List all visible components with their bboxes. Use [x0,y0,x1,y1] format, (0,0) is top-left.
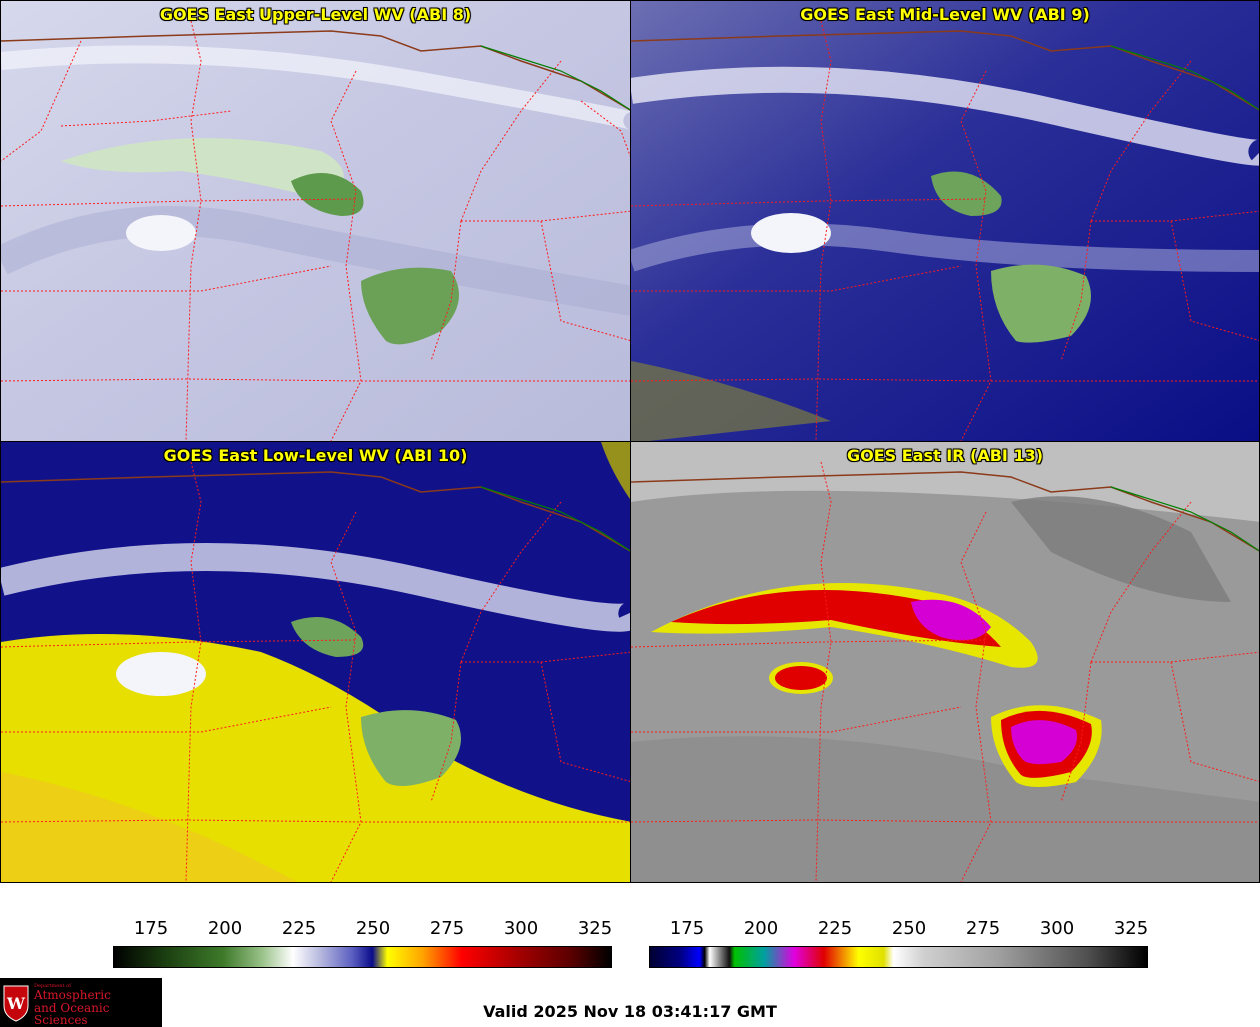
colorbar-tick-label: 175 [133,918,169,939]
valid-time-label: Valid 2025 Nov 18 03:41:17 GMT [483,1002,777,1021]
colorbar-tick-label: 325 [577,918,613,939]
colorbar-tick-label: 325 [1113,918,1149,939]
colorbar-tick-label: 300 [1039,918,1075,939]
colorbar-tick-label: 200 [743,918,779,939]
panel-title: GOES East Mid-Level WV (ABI 9) [800,5,1090,24]
svg-text:W: W [6,994,26,1013]
colorbar-tick-label: 275 [429,918,465,939]
logo-dept-text: Department of [34,983,71,989]
colorbar-tick-label: 225 [281,918,317,939]
panel-title: GOES East IR (ABI 13) [846,446,1044,465]
logo-line1-text: Atmospheric [34,988,111,1003]
colorbar-gradient [649,946,1148,968]
colorbar-tick-label: 225 [817,918,853,939]
ir-colorbar: 175 200 225 250 275 300 325 [649,918,1148,974]
mid-level-wv-image [631,1,1259,441]
colorbar-tick-label: 250 [891,918,927,939]
uw-crest-icon: W [3,985,29,1022]
panel-title: GOES East Low-Level WV (ABI 10) [163,446,468,465]
colorbar-tick-label: 275 [965,918,1001,939]
low-level-wv-image [1,442,630,882]
colorbar-tick-label: 175 [669,918,705,939]
colorbar-tick-label: 200 [207,918,243,939]
low-level-wv-panel: GOES East Low-Level WV (ABI 10) [0,441,631,883]
colorbar-gradient [113,946,612,968]
colorbar-tick-label: 300 [503,918,539,939]
ir-image [631,442,1259,882]
mid-level-wv-panel: GOES East Mid-Level WV (ABI 9) [630,0,1260,442]
wv-colorbar: 175 200 225 250 275 300 325 [113,918,612,974]
panel-title: GOES East Upper-Level WV (ABI 8) [159,5,472,24]
upper-level-wv-panel: GOES East Upper-Level WV (ABI 8) [0,0,631,442]
logo-line2-text: and Oceanic Sciences [34,1000,110,1027]
upper-level-wv-image [1,1,630,441]
aos-logo: W Department of Atmospheric and Oceanic … [0,978,162,1027]
colorbar-tick-label: 250 [355,918,391,939]
ir-panel: GOES East IR (ABI 13) [630,441,1260,883]
